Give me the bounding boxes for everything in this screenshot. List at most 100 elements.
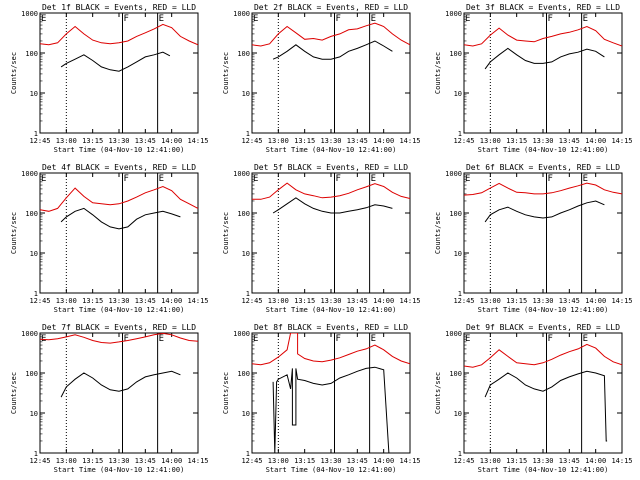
series-line-events <box>272 366 390 453</box>
x-tick-label: 13:15 <box>82 297 103 305</box>
x-tick-label: 13:15 <box>506 137 527 145</box>
series-line-lld <box>252 22 410 47</box>
x-tick-label: 13:00 <box>56 297 77 305</box>
y-tick-label: 100 <box>449 50 462 58</box>
x-axis-label: Start Time (04-Nov-10 12:41:00) <box>266 306 397 314</box>
x-tick-label: 13:15 <box>82 137 103 145</box>
x-axis-label: Start Time (04-Nov-10 12:41:00) <box>54 146 185 154</box>
plot-frame <box>463 172 623 294</box>
plot-frame <box>463 12 623 134</box>
x-tick-label: 13:00 <box>480 297 501 305</box>
series-line-lld <box>252 182 410 200</box>
x-tick-label: 14:00 <box>585 137 606 145</box>
y-axis-label: Counts/sec <box>434 52 442 94</box>
plot-frame <box>251 172 411 294</box>
marker-label: E <box>583 14 588 24</box>
x-tick-label: 13:30 <box>320 457 341 465</box>
x-tick-label: 13:45 <box>347 137 368 145</box>
marker-label: E <box>41 14 46 24</box>
y-tick-label: 1000 <box>233 330 250 338</box>
x-tick-label: 13:00 <box>268 297 289 305</box>
x-tick-label: 13:15 <box>294 297 315 305</box>
y-axis-label: Counts/sec <box>434 212 442 254</box>
x-tick-label: 12:45 <box>29 297 50 305</box>
y-tick-label: 1000 <box>445 170 462 178</box>
y-tick-label: 100 <box>449 370 462 378</box>
x-axis-label: Start Time (04-Nov-10 12:41:00) <box>266 146 397 154</box>
panel-title: Det 2f BLACK = Events, RED = LLD <box>254 3 408 12</box>
x-tick-label: 12:45 <box>241 457 262 465</box>
panel-det-4: Det 4f BLACK = Events, RED = LLD 12:45 13:… <box>10 163 209 314</box>
y-tick-label: 10 <box>30 410 38 418</box>
panel-det-8: Det 8f BLACK = Events, RED = LLD 12:45 13:… <box>222 323 421 474</box>
x-tick-label: 13:30 <box>108 457 129 465</box>
x-axis-label: Start Time (04-Nov-10 12:41:00) <box>54 306 185 314</box>
panel-title: Det 1f BLACK = Events, RED = LLD <box>42 3 196 12</box>
plot-frame <box>39 172 199 294</box>
marker-label: E <box>465 174 470 184</box>
y-tick-label: 100 <box>449 210 462 218</box>
x-tick-label: 13:30 <box>532 457 553 465</box>
series-line-events <box>60 51 171 72</box>
series-line-events <box>60 207 181 230</box>
x-tick-label: 14:15 <box>399 297 420 305</box>
marker-label: F <box>336 14 341 24</box>
x-tick-label: 13:45 <box>347 457 368 465</box>
series-line-events <box>272 40 393 60</box>
marker-label: E <box>371 174 376 184</box>
y-tick-label: 10 <box>454 250 462 258</box>
x-tick-label: 13:15 <box>506 457 527 465</box>
x-tick-label: 13:45 <box>559 137 580 145</box>
y-tick-label: 1 <box>458 290 462 298</box>
y-tick-label: 1000 <box>21 10 38 18</box>
x-tick-label: 14:15 <box>399 137 420 145</box>
x-tick-label: 14:15 <box>611 457 632 465</box>
x-tick-label: 12:45 <box>29 457 50 465</box>
x-tick-label: 13:45 <box>135 457 156 465</box>
marker-label: E <box>371 14 376 24</box>
x-tick-label: 13:45 <box>347 297 368 305</box>
panel-det-7: Det 7f BLACK = Events, RED = LLD 12:45 13:… <box>10 323 209 474</box>
x-tick-label: 13:30 <box>320 137 341 145</box>
y-tick-label: 100 <box>25 50 38 58</box>
x-tick-label: 13:30 <box>108 297 129 305</box>
x-tick-label: 13:30 <box>108 137 129 145</box>
x-tick-label: 13:45 <box>135 137 156 145</box>
y-tick-label: 1 <box>458 130 462 138</box>
x-tick-label: 13:45 <box>135 297 156 305</box>
panel-det-1: Det 1f BLACK = Events, RED = LLD 12:45 13:… <box>10 3 209 154</box>
x-tick-label: 12:45 <box>241 297 262 305</box>
series-line-lld <box>252 333 410 366</box>
panel-title: Det 3f BLACK = Events, RED = LLD <box>466 3 620 12</box>
x-axis-label: Start Time (04-Nov-10 12:41:00) <box>266 466 397 474</box>
marker-label: E <box>253 14 258 24</box>
y-tick-label: 1000 <box>21 170 38 178</box>
x-tick-label: 14:00 <box>161 137 182 145</box>
x-tick-label: 14:00 <box>373 457 394 465</box>
marker-label: E <box>371 334 376 344</box>
y-tick-label: 100 <box>237 50 250 58</box>
x-tick-label: 13:30 <box>532 137 553 145</box>
panel-title: Det 4f BLACK = Events, RED = LLD <box>42 163 196 172</box>
marker-label: E <box>583 334 588 344</box>
x-tick-label: 13:15 <box>294 457 315 465</box>
panel-title: Det 8f BLACK = Events, RED = LLD <box>254 323 408 332</box>
marker-label: E <box>41 174 46 184</box>
series-line-events <box>484 370 608 442</box>
x-axis-label: Start Time (04-Nov-10 12:41:00) <box>478 466 609 474</box>
x-tick-label: 14:15 <box>187 297 208 305</box>
x-tick-label: 14:00 <box>373 297 394 305</box>
x-tick-label: 12:45 <box>453 297 474 305</box>
x-tick-label: 12:45 <box>29 137 50 145</box>
series-line-lld <box>40 185 198 212</box>
series-line-lld <box>464 343 622 368</box>
x-tick-label: 13:30 <box>532 297 553 305</box>
x-axis-label: Start Time (04-Nov-10 12:41:00) <box>478 306 609 314</box>
x-tick-label: 14:15 <box>187 137 208 145</box>
series-line-lld <box>464 25 622 47</box>
marker-label: F <box>548 174 553 184</box>
y-tick-label: 10 <box>30 90 38 98</box>
x-tick-label: 14:15 <box>187 457 208 465</box>
x-tick-label: 14:15 <box>611 297 632 305</box>
